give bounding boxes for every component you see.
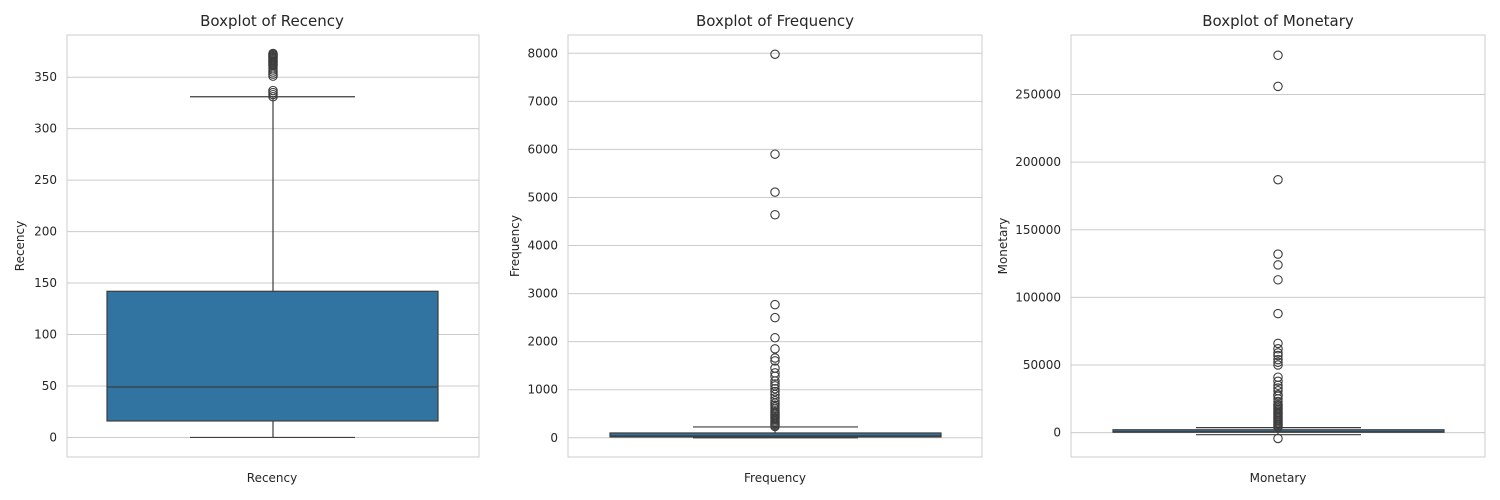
recency-axes-frame <box>66 34 480 458</box>
recency-y-tick-label: 100 <box>34 328 57 342</box>
frequency-outlier-point <box>770 356 780 366</box>
recency-iqr-box <box>106 290 439 422</box>
monetary-outlier-point <box>1273 385 1283 396</box>
frequency-y-tick-label: 1000 <box>527 383 558 397</box>
recency-chart-title: Boxplot of Recency <box>200 12 344 30</box>
recency-y-tick-label: 300 <box>34 122 57 136</box>
monetary-x-axis-label: Monetary <box>1250 471 1307 485</box>
monetary-y-axis-label: Monetary <box>996 218 1010 275</box>
monetary-y-tick-label: 100000 <box>1015 290 1061 304</box>
frequency-iqr-box <box>609 432 942 438</box>
monetary-outlier-point <box>1273 396 1283 407</box>
frequency-panel: Boxplot of Frequency Frequency Frequency <box>508 12 854 485</box>
recency-y-tick-label: 0 <box>49 430 57 444</box>
frequency-outlier-point <box>770 353 780 363</box>
recency-y-tick-label: 150 <box>34 276 57 290</box>
frequency-outlier-point <box>770 363 780 373</box>
frequency-outlier-point <box>770 299 780 310</box>
recency-outlier-point <box>268 48 278 59</box>
monetary-y-tick-label: 50000 <box>1023 358 1061 372</box>
monetary-y-tick-label: 250000 <box>1015 88 1061 102</box>
monetary-y-tick-label: 150000 <box>1015 223 1061 237</box>
frequency-outlier-point <box>770 379 780 389</box>
frequency-outlier-point <box>770 386 780 397</box>
monetary-outlier-point <box>1273 376 1283 387</box>
frequency-outlier-point <box>770 393 780 403</box>
frequency-outlier-point <box>770 149 780 159</box>
frequency-y-tick-label: 2000 <box>527 335 558 349</box>
monetary-outlier-point <box>1273 260 1283 270</box>
monetary-outlier-point <box>1273 344 1283 354</box>
monetary-y-tick-label: 200000 <box>1015 155 1061 169</box>
frequency-outlier-point <box>770 396 780 406</box>
monetary-outlier-point <box>1273 81 1283 92</box>
monetary-outlier-point <box>1273 249 1283 259</box>
frequency-axes-frame <box>567 34 983 458</box>
frequency-y-tick-label: 3000 <box>527 287 558 301</box>
monetary-outlier-point <box>1273 360 1283 370</box>
frequency-chart-title: Boxplot of Frequency <box>696 12 854 30</box>
monetary-outlier-point <box>1273 383 1283 393</box>
recency-x-axis-label: Recency <box>247 471 297 485</box>
frequency-y-tick-label: 7000 <box>527 94 558 108</box>
recency-y-tick-label: 50 <box>42 379 57 393</box>
monetary-outlier-point <box>1273 357 1283 368</box>
monetary-chart-title: Boxplot of Monetary <box>1202 12 1354 30</box>
monetary-outlier-point <box>1273 174 1283 185</box>
monetary-panel: Boxplot of Monetary Monetary Monetary <box>996 12 1354 485</box>
frequency-y-tick-label: 0 <box>550 431 558 445</box>
monetary-outlier-point <box>1273 350 1283 361</box>
monetary-outlier-point <box>1273 354 1283 365</box>
frequency-y-axis-label: Frequency <box>508 215 522 277</box>
frequency-outlier-point <box>770 312 780 323</box>
monetary-y-tick-label: 0 <box>1053 426 1061 440</box>
frequency-outlier-point <box>770 368 780 378</box>
recency-y-tick-label: 250 <box>34 173 57 187</box>
monetary-outlier-point <box>1273 275 1283 285</box>
monetary-outlier-point <box>1273 390 1283 400</box>
monetary-outlier-point <box>1273 372 1283 382</box>
frequency-outlier-point <box>770 344 780 354</box>
frequency-outlier-point <box>770 210 780 220</box>
recency-plot-area: 0 50 100 150 200 250 300 350 <box>34 34 480 458</box>
monetary-axes-frame <box>1070 34 1486 458</box>
frequency-y-tick-label: 6000 <box>527 142 558 156</box>
monetary-outlier-point <box>1273 50 1283 61</box>
recency-y-axis-label: Recency <box>13 221 27 271</box>
recency-y-tick-label: 200 <box>34 225 57 239</box>
monetary-outlier-point <box>1273 348 1283 358</box>
recency-outlier-point <box>268 85 278 96</box>
frequency-outlier-point <box>770 383 780 394</box>
monetary-outlier-point <box>1273 308 1283 319</box>
monetary-outlier-point <box>1273 433 1283 444</box>
frequency-x-axis-label: Frequency <box>744 471 806 485</box>
monetary-plot-area: 0 50000 100000 150000 200000 250000 <box>1015 34 1486 458</box>
frequency-y-tick-label: 8000 <box>527 46 558 60</box>
frequency-y-tick-label: 5000 <box>527 190 558 204</box>
frequency-plot-area: 0 1000 2000 3000 4000 5000 6000 7000 8000 <box>527 34 983 458</box>
frequency-y-tick-label: 4000 <box>527 239 558 253</box>
frequency-outlier-point <box>770 187 780 197</box>
frequency-outlier-point <box>770 49 780 59</box>
recency-panel: Boxplot of Recency Recency Recency <box>13 12 344 485</box>
monetary-outlier-point <box>1273 338 1283 349</box>
frequency-outlier-point <box>770 333 780 343</box>
recency-y-tick-label: 350 <box>34 70 57 84</box>
